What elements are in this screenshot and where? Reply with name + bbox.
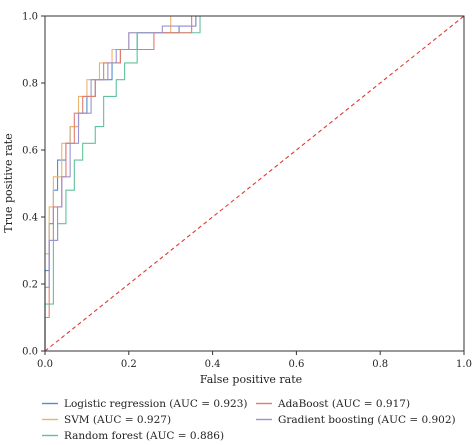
y-tick-label: 0.0 xyxy=(22,347,38,358)
plot-frame xyxy=(44,15,465,352)
legend-label: Logistic regression (AUC = 0.923) xyxy=(64,398,248,410)
y-tick-label: 0.6 xyxy=(22,146,38,157)
y-tick-label: 0.4 xyxy=(22,213,38,224)
roc-curve-5 xyxy=(44,15,464,351)
x-tick-label: 0.8 xyxy=(372,359,388,370)
x-axis-label: False positive rate xyxy=(200,373,302,386)
y-tick-label: 1.0 xyxy=(22,12,38,23)
legend: Logistic regression (AUC = 0.923) SVM (AU… xyxy=(42,398,456,442)
x-tick-label: 0.0 xyxy=(37,359,53,370)
x-tick-label: 0.6 xyxy=(288,359,304,370)
x-tick-label: 0.4 xyxy=(205,359,221,370)
plot-area xyxy=(44,15,465,352)
x-tick-label: 0.2 xyxy=(121,359,137,370)
y-axis-label: True positive rate xyxy=(2,133,15,232)
axes: 0.0 0.2 0.4 0.6 0.8 1.0 0.0 0.2 0.4 0.6 0.8 1.0 xyxy=(22,12,472,371)
x-tick-label: 1.0 xyxy=(456,359,472,370)
legend-label: Random forest (AUC = 0.886) xyxy=(64,430,224,442)
legend-label: Gradient boosting (AUC = 0.902) xyxy=(278,414,456,426)
reference-diagonal-line xyxy=(44,15,465,352)
legend-label: AdaBoost (AUC = 0.917) xyxy=(277,398,410,410)
y-tick-label: 0.2 xyxy=(22,280,38,291)
legend-label: SVM (AUC = 0.927) xyxy=(64,414,171,426)
y-tick-label: 0.8 xyxy=(22,79,38,90)
